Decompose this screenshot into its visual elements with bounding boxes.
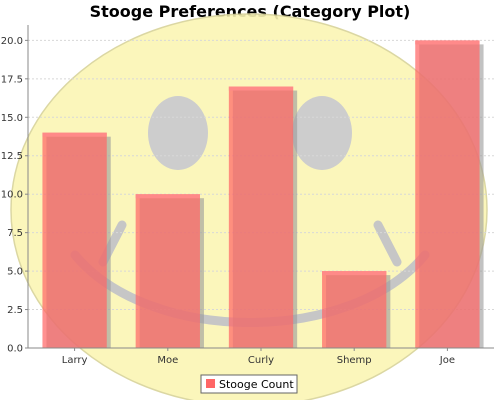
smiley-left-eye	[148, 96, 208, 170]
legend: Stooge Count	[200, 374, 298, 394]
y-tick-label: 5.0	[7, 267, 23, 278]
smiley-mouth-right-corner	[373, 220, 402, 267]
bar	[135, 194, 200, 348]
x-tick-label: Moe	[157, 355, 178, 366]
chart-title: Stooge Preferences (Category Plot)	[90, 2, 411, 21]
y-tick-label: 10.0	[1, 190, 23, 201]
legend-swatch	[206, 379, 215, 388]
bar	[228, 86, 294, 349]
y-tick-label: 15.0	[1, 113, 23, 124]
x-tick-label: Joe	[439, 355, 455, 366]
bars	[42, 40, 484, 349]
bar	[415, 40, 480, 348]
y-tick-label: 7.5	[7, 228, 23, 239]
x-tick-label: Curly	[248, 355, 274, 366]
y-tick-label: 17.5	[1, 74, 23, 85]
axes: 0.0 2.5 5.0 7.5 10.0 12.5 15.0 17.5 20.0 Larry Moe…	[1, 25, 494, 366]
bar-top-highlight	[228, 86, 294, 91]
y-tick-label: 2.5	[7, 305, 23, 316]
x-tick-label: Larry	[62, 355, 88, 366]
legend-box	[200, 374, 298, 394]
bar-top-highlight	[42, 132, 107, 137]
bar-top-highlight	[415, 40, 480, 45]
bar	[42, 132, 107, 348]
bar-top-highlight	[322, 271, 387, 276]
legend-label: Stooge Count	[219, 378, 294, 391]
smiley-right-eye	[292, 96, 352, 170]
x-tick-label: Shemp	[337, 355, 372, 366]
y-tick-label: 20.0	[1, 36, 23, 47]
bar	[322, 271, 387, 348]
y-tick-label: 0.0	[7, 344, 23, 355]
bar-top-highlight	[135, 194, 200, 199]
y-tick-label: 12.5	[1, 151, 23, 162]
